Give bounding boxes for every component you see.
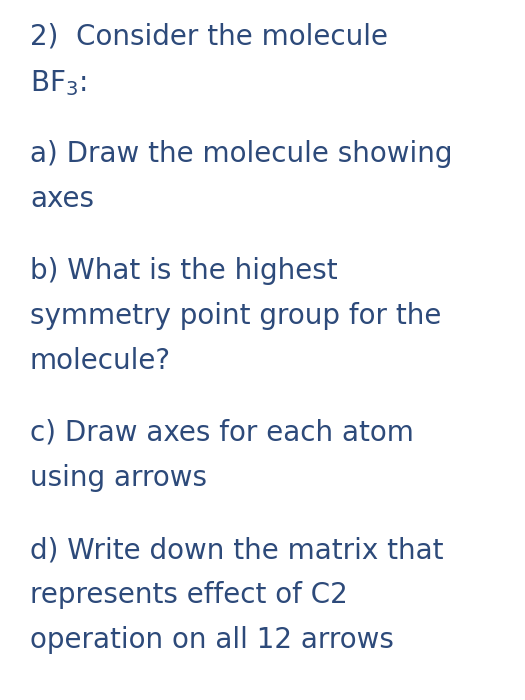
- Text: represents effect of C2: represents effect of C2: [30, 581, 348, 609]
- Text: 2)  Consider the molecule: 2) Consider the molecule: [30, 22, 388, 50]
- Text: d) Write down the matrix that: d) Write down the matrix that: [30, 536, 444, 564]
- Text: c) Draw axes for each atom: c) Draw axes for each atom: [30, 419, 414, 447]
- Text: axes: axes: [30, 185, 94, 213]
- Text: b) What is the highest: b) What is the highest: [30, 257, 338, 285]
- Text: a) Draw the molecule showing: a) Draw the molecule showing: [30, 140, 453, 168]
- Text: using arrows: using arrows: [30, 464, 207, 492]
- Text: symmetry point group for the: symmetry point group for the: [30, 302, 442, 330]
- Text: molecule?: molecule?: [30, 347, 171, 375]
- Text: operation on all 12 arrows: operation on all 12 arrows: [30, 626, 394, 654]
- Text: BF$_3$:: BF$_3$:: [30, 68, 87, 98]
